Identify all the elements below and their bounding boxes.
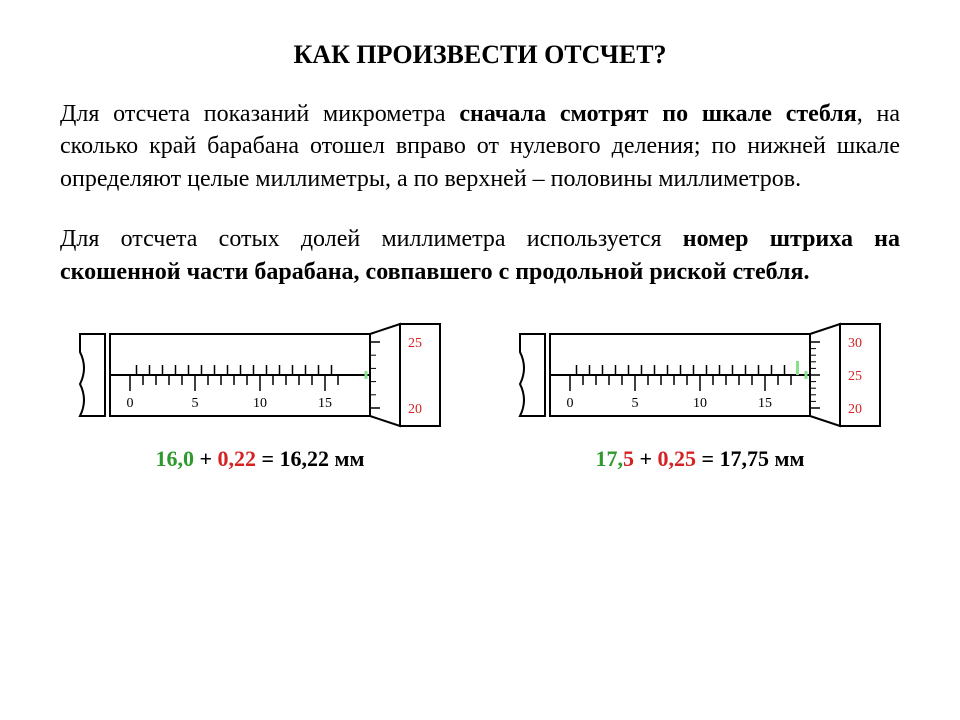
- eq2-plus: +: [634, 446, 658, 471]
- page-title: КАК ПРОИЗВЕСТИ ОТСЧЕТ?: [60, 40, 900, 70]
- svg-text:15: 15: [758, 396, 772, 411]
- svg-text:25: 25: [848, 369, 862, 384]
- svg-text:5: 5: [192, 396, 199, 411]
- eq1-b: 0,22: [218, 446, 257, 471]
- para2-text1: Для отсчета сотых долей миллиметра испол…: [60, 226, 683, 252]
- eq2-a: 17,: [595, 446, 623, 471]
- paragraph-2: Для отсчета сотых долей миллиметра испол…: [60, 223, 900, 288]
- eq1-rest: = 16,22 мм: [256, 446, 365, 471]
- svg-text:10: 10: [253, 396, 267, 411]
- paragraph-1: Для отсчета показаний микрометра сначала…: [60, 98, 900, 195]
- figures-row: 0 5 10 15 25 20 16,0 + 0,22 = 16,22 мм 0 5 10 15…: [60, 316, 900, 472]
- eq1-plus: +: [194, 446, 218, 471]
- svg-text:25: 25: [408, 336, 422, 351]
- svg-text:15: 15: [318, 396, 332, 411]
- para1-bold1: сначала смотрят по шкале стебля: [459, 101, 856, 127]
- svg-text:20: 20: [848, 402, 862, 417]
- svg-text:20: 20: [408, 402, 422, 417]
- eq2-b: 0,25: [658, 446, 697, 471]
- eq2-rest: = 17,75 мм: [696, 446, 805, 471]
- svg-text:5: 5: [632, 396, 639, 411]
- eq1-a: 16,0: [155, 446, 194, 471]
- equation-2: 17,5 + 0,25 = 17,75 мм: [500, 446, 900, 472]
- svg-text:0: 0: [127, 396, 134, 411]
- svg-text:30: 30: [848, 336, 862, 351]
- eq2-a2: 5: [623, 446, 634, 471]
- micrometer-figure-1: 0 5 10 15 25 20 16,0 + 0,22 = 16,22 мм: [60, 316, 460, 472]
- svg-text:10: 10: [693, 396, 707, 411]
- micrometer-figure-2: 051015302520 17,5 + 0,25 = 17,75 мм: [500, 316, 900, 472]
- equation-1: 16,0 + 0,22 = 16,22 мм: [60, 446, 460, 472]
- svg-text:0: 0: [567, 396, 574, 411]
- para1-text1: Для отсчета показаний микрометра: [60, 101, 459, 127]
